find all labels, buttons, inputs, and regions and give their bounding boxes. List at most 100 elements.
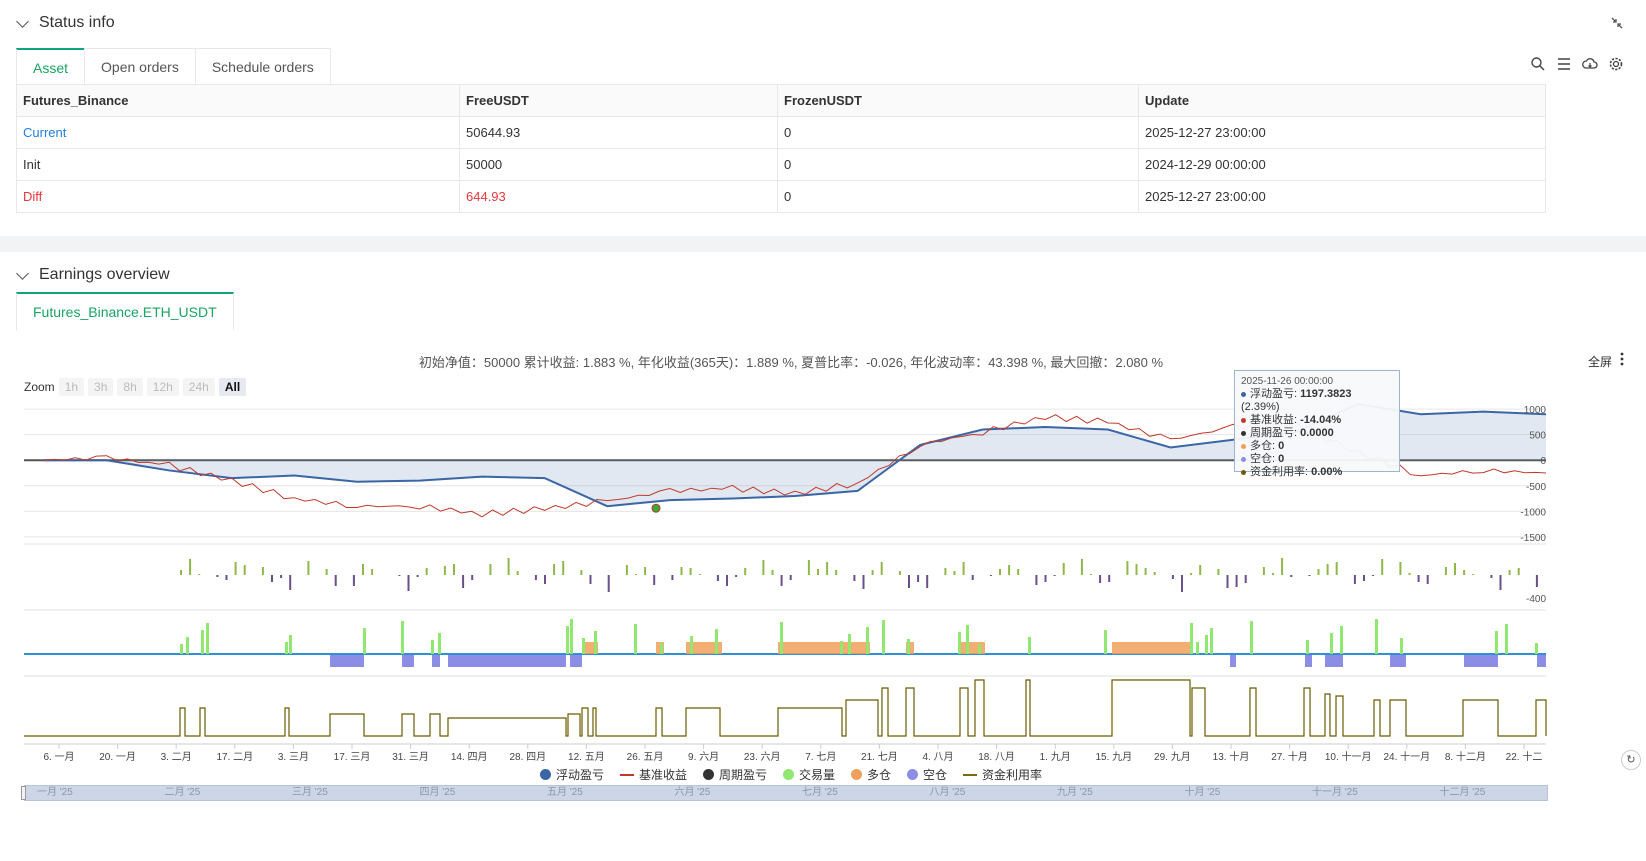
period-pnl-bar — [680, 567, 683, 575]
legend-symbol-icon — [702, 769, 714, 780]
x-tick-label: 27. 十月 — [1271, 750, 1308, 763]
tooltip-label: 浮动盈亏: — [1250, 388, 1301, 400]
period-pnl-bar — [689, 568, 692, 575]
tab-asset[interactable]: Asset — [16, 48, 86, 86]
series-dot-icon — [1241, 430, 1246, 436]
tooltip-line: 周期盈亏: 0.0000 — [1241, 427, 1393, 440]
period-pnl-bar — [225, 575, 228, 580]
list-icon[interactable] — [1556, 56, 1572, 72]
x-tick-label: 18. 八月 — [978, 751, 1015, 763]
earnings-header[interactable]: Earnings overview — [16, 266, 170, 284]
legend-item[interactable]: 交易量 — [782, 766, 835, 783]
period-pnl-bar — [653, 575, 656, 585]
period-pnl-bar — [1308, 575, 1311, 576]
zoom-1h[interactable]: 1h — [58, 378, 85, 396]
data-point-marker — [651, 503, 661, 513]
earnings-tabs: Futures_Binance.ETH_USDT — [16, 292, 234, 330]
legend-item[interactable]: 空仓 — [907, 766, 947, 783]
legend-item[interactable]: 基准收益 — [619, 766, 687, 783]
table-row: Current 50644.93 0 2025-12-27 23:00:00 — [16, 116, 1546, 149]
cell-value: 2025-12-27 23:00:00 — [1138, 116, 1546, 149]
earnings-panel: Earnings overview Futures_Binance.ETH_US… — [0, 252, 1646, 861]
status-header[interactable]: Status info — [16, 14, 115, 32]
period-pnl-bar — [971, 575, 974, 580]
period-pnl-bar — [999, 569, 1001, 575]
cloud-download-icon[interactable] — [1582, 56, 1598, 72]
y-tick-label: -1500 — [1520, 533, 1546, 544]
period-pnl-bar — [1181, 575, 1183, 592]
tab-eth-usdt[interactable]: Futures_Binance.ETH_USDT — [16, 292, 234, 330]
collapse-icon[interactable] — [1610, 16, 1624, 30]
x-tick-label: 1. 九月 — [1040, 751, 1071, 763]
legend-item[interactable]: 浮动盈亏 — [539, 766, 604, 783]
col-header-free: FreeUSDT — [459, 84, 778, 117]
gear-icon[interactable] — [1608, 56, 1624, 72]
period-pnl-bar — [1326, 564, 1329, 575]
period-pnl-bar — [1290, 575, 1293, 577]
volume-bar — [582, 638, 585, 654]
legend-item[interactable]: 周期盈亏 — [702, 766, 767, 783]
period-pnl-bar — [989, 575, 992, 576]
tab-schedule-orders[interactable]: Schedule orders — [194, 48, 331, 85]
range-navigator[interactable]: 一月 '25 二月 '25 三月 '25 四月 '25 五月 '25 六月 '25 七月 '… — [21, 785, 1548, 801]
tooltip-line: 多仓: 0 — [1241, 440, 1393, 453]
navigator-handle[interactable] — [21, 786, 26, 800]
period-pnl-bar — [1199, 565, 1202, 575]
period-pnl-bar — [516, 571, 519, 575]
period-pnl-bar — [189, 559, 192, 575]
search-icon[interactable] — [1530, 56, 1546, 72]
period-pnl-bar — [1035, 575, 1038, 585]
period-pnl-bar — [489, 564, 492, 575]
zoom-label: Zoom — [24, 380, 55, 394]
period-pnl-bar — [807, 560, 810, 575]
y-tick-label: 500 — [1529, 431, 1546, 442]
legend-label: 周期盈亏 — [718, 768, 767, 782]
volume-bar — [780, 622, 783, 654]
short-position-block — [1464, 655, 1498, 667]
tooltip-date: 2025-11-26 00:00:00 — [1241, 376, 1334, 387]
short-position-block — [1325, 655, 1343, 667]
row-label-current[interactable]: Current — [16, 116, 460, 149]
zoom-3h[interactable]: 3h — [88, 378, 114, 396]
volume-bar — [438, 633, 441, 654]
x-tick-label: 21. 七月 — [861, 751, 898, 763]
volume-bar — [401, 621, 404, 654]
period-pnl-bar — [671, 575, 674, 580]
zoom-8h[interactable]: 8h — [117, 378, 143, 396]
reset-zoom-button[interactable]: ↻ — [1621, 750, 1641, 770]
legend-label: 交易量 — [798, 768, 835, 782]
earnings-title: Earnings overview — [39, 266, 170, 283]
chevron-down-icon[interactable] — [16, 14, 29, 28]
period-pnl-bar — [716, 575, 719, 581]
legend-item[interactable]: 多仓 — [851, 766, 891, 783]
x-tick-label: 28. 四月 — [509, 751, 546, 763]
tab-open-orders[interactable]: Open orders — [84, 48, 196, 85]
volume-bar — [206, 623, 209, 654]
chevron-down-icon[interactable] — [16, 266, 29, 280]
fullscreen-button[interactable]: 全屏 — [1587, 355, 1612, 369]
period-pnl-bar — [862, 575, 865, 589]
tooltip-label: 空仓: — [1250, 453, 1279, 465]
legend-item[interactable]: 资金利用率 — [963, 766, 1042, 783]
legend-symbol-icon — [539, 769, 551, 780]
tooltip-label: 资金利用率: — [1250, 466, 1312, 478]
navigator-month-label: 五月 '25 — [547, 787, 583, 798]
cell-value: 50644.93 — [459, 116, 778, 149]
zoom-12h[interactable]: 12h — [146, 378, 179, 396]
period-pnl-bar — [1153, 572, 1156, 575]
period-pnl-bar — [234, 562, 237, 575]
legend-label: 基准收益 — [638, 768, 687, 782]
zoom-24h[interactable]: 24h — [182, 378, 215, 396]
period-pnl-bar — [398, 575, 401, 576]
cell-value: 2025-12-27 23:00:00 — [1138, 180, 1546, 213]
volume-bar — [907, 639, 910, 654]
navigator-month-label: 十二月 '25 — [1439, 787, 1486, 798]
x-tick-label: 7. 七月 — [805, 751, 836, 763]
x-tick-label: 4. 八月 — [922, 751, 953, 763]
more-menu-icon[interactable] — [1620, 352, 1624, 366]
period-pnl-bar — [589, 575, 592, 584]
tooltip-value: 0.00% — [1311, 466, 1343, 478]
zoom-all[interactable]: All — [218, 378, 247, 396]
tooltip-line: 空仓: 0 — [1241, 453, 1393, 466]
period-pnl-bar — [289, 575, 292, 590]
